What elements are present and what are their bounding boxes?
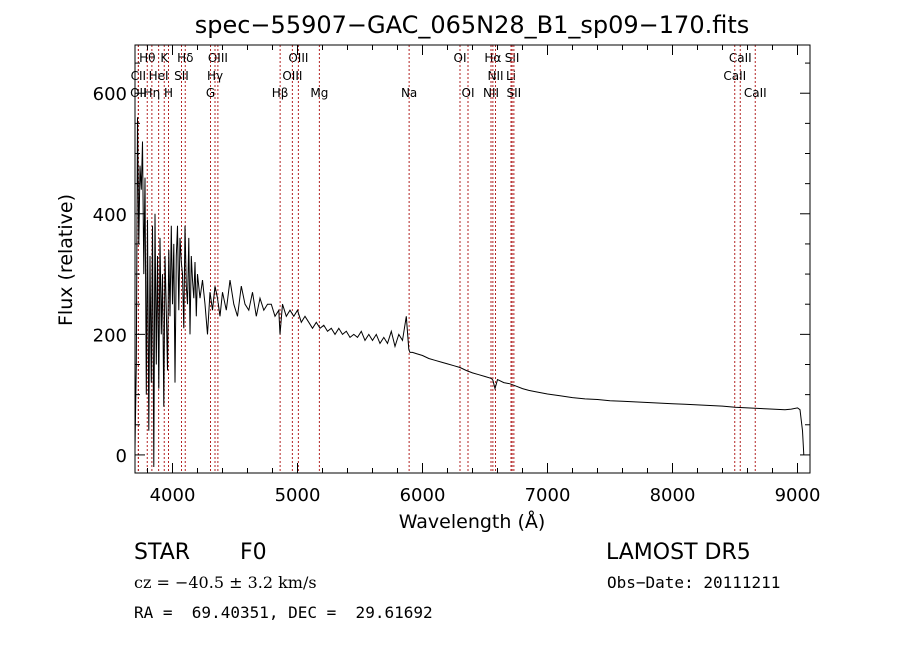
spectrum-chart: spec−55907−GAC_065N28_B1_sp09−170.fits H…	[55, 11, 821, 533]
x-tick-label: 4000	[150, 485, 196, 506]
axis-ticks: 4000 5000 6000 7000 8000 9000 0 200 400 600	[93, 45, 821, 506]
line-label: NII	[483, 86, 499, 100]
velocity-text: cz = −40.5 ± 3.2 km/s	[134, 573, 317, 592]
y-tick-label: 400	[93, 205, 127, 226]
object-subclass: F0	[240, 540, 267, 565]
line-label: OI	[454, 51, 467, 65]
plot-frame	[134, 44, 811, 474]
obs-date-text: Obs−Date: 20111211	[607, 573, 781, 592]
line-label: Mg	[310, 86, 328, 100]
line-label: NII	[487, 69, 503, 83]
line-label: Hθ	[139, 51, 155, 65]
line-label: CaII	[729, 51, 752, 65]
line-label: SII	[505, 51, 520, 65]
line-label: CaII	[723, 69, 746, 83]
y-tick-label: 200	[93, 325, 127, 346]
x-axis-label: Wavelength (Å)	[399, 510, 546, 533]
line-label: CII	[131, 69, 146, 83]
line-label: Hγ	[207, 69, 223, 83]
line-label: OIII	[208, 51, 228, 65]
x-tick-label: 7000	[525, 485, 571, 506]
object-class: STAR	[134, 540, 191, 565]
y-axis-label: Flux (relative)	[55, 194, 77, 326]
chart-title: spec−55907−GAC_065N28_B1_sp09−170.fits	[195, 11, 750, 39]
line-label: Hδ	[177, 51, 193, 65]
line-label: Hη	[144, 86, 161, 100]
line-label: K	[160, 51, 169, 65]
line-label: Li	[506, 69, 516, 83]
spectral-line-markers: Hθ K Hδ OIII OIII OI Hα SII CaII CII HeI SII Hγ OIII N…	[130, 45, 767, 473]
y-tick-label: 0	[116, 446, 127, 467]
line-label: Hβ	[272, 86, 289, 100]
line-label: G	[206, 86, 215, 100]
line-label: OI	[462, 86, 475, 100]
coordinates-text: RA = 69.40351, DEC = 29.61692	[134, 603, 433, 622]
line-label: SII	[174, 69, 189, 83]
line-label: Hα	[484, 51, 501, 65]
line-label: SII	[507, 86, 522, 100]
line-label: HeI	[149, 69, 169, 83]
x-tick-label: 5000	[275, 485, 321, 506]
spectrum-line	[134, 117, 805, 468]
y-tick-label: 600	[93, 84, 127, 105]
line-label: OIII	[288, 51, 308, 65]
survey-label: LAMOST DR5	[606, 540, 751, 565]
x-tick-label: 6000	[400, 485, 446, 506]
line-label: OIII	[282, 69, 302, 83]
x-tick-label: 9000	[775, 485, 821, 506]
line-label: CaII	[744, 86, 767, 100]
x-tick-label: 8000	[650, 485, 696, 506]
line-label: H	[164, 86, 173, 100]
line-label: Na	[401, 86, 417, 100]
